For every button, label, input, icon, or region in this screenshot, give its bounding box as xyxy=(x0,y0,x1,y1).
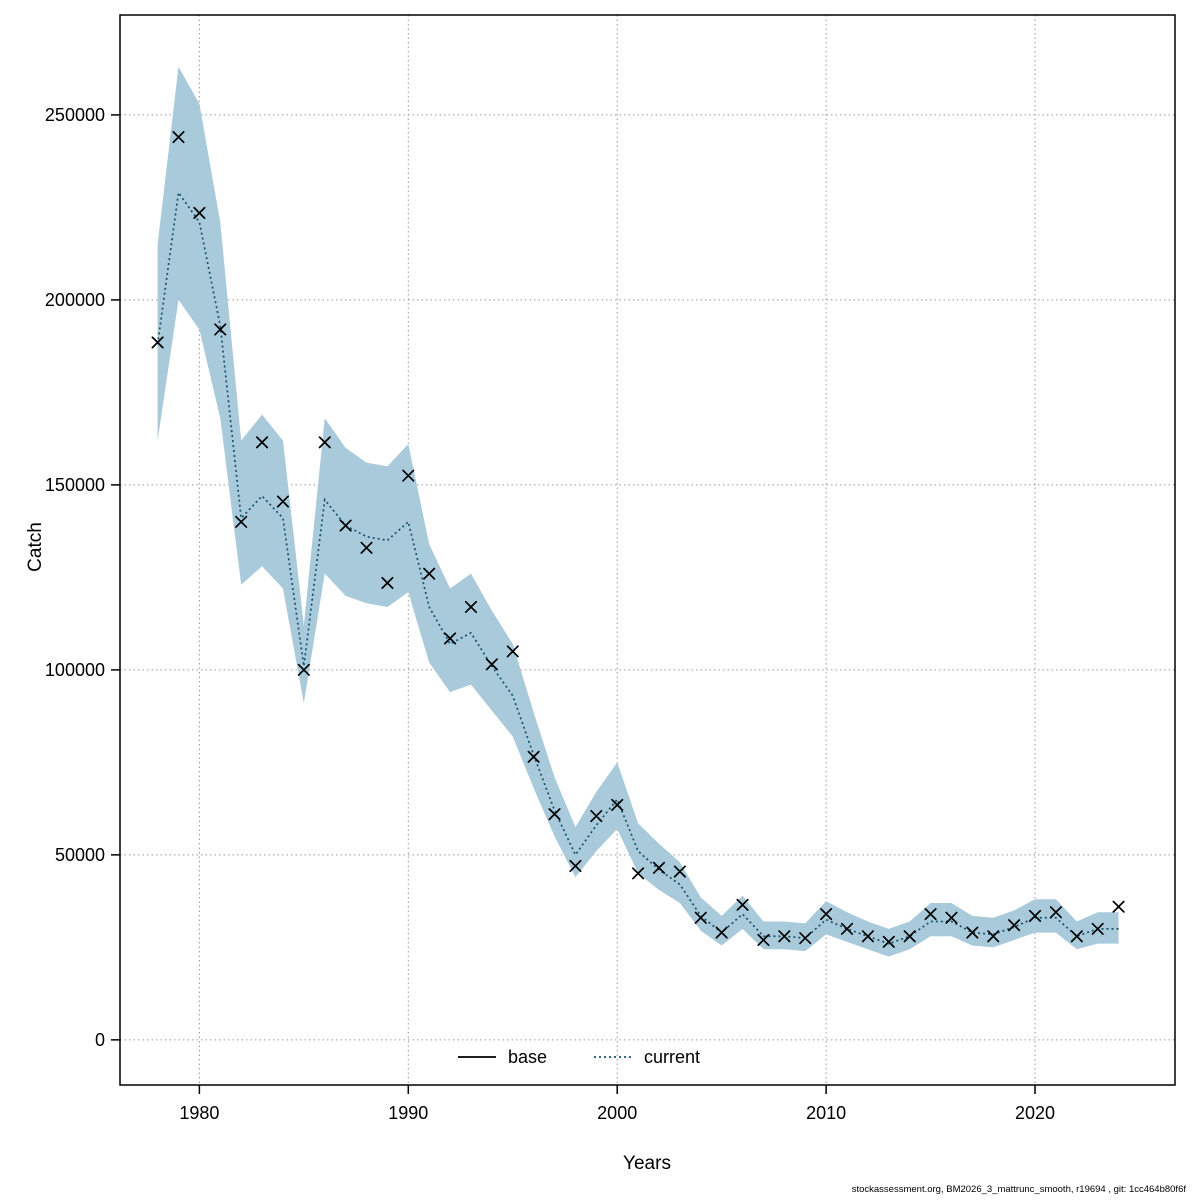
x-axis-tick-label: 2020 xyxy=(1015,1103,1055,1123)
y-axis-tick-label: 200000 xyxy=(45,290,105,310)
y-axis-tick-label: 0 xyxy=(95,1030,105,1050)
x-axis-title: Years xyxy=(623,1153,671,1174)
legend-base-label: base xyxy=(508,1047,547,1067)
x-axis-tick-label: 1980 xyxy=(179,1103,219,1123)
x-axis-tick-label: 1990 xyxy=(388,1103,428,1123)
observed-catch-markers xyxy=(151,131,1125,948)
y-axis-tick-label: 100000 xyxy=(45,660,105,680)
y-axis-tick-label: 50000 xyxy=(55,845,105,865)
confidence-band xyxy=(157,66,1119,957)
legend-current-label: current xyxy=(644,1047,700,1067)
current-fit-line xyxy=(156,190,1119,945)
y-axis-title: Catch xyxy=(25,522,46,572)
y-axis-tick-label: 150000 xyxy=(45,475,105,495)
y-axis-tick-label: 250000 xyxy=(45,105,105,125)
footer-attribution: stockassessment.org, BM2026_3_mattrunc_s… xyxy=(851,1184,1186,1195)
x-axis-tick-label: 2000 xyxy=(597,1103,637,1123)
plot-border xyxy=(119,14,1176,1086)
x-axis-tick-label: 2010 xyxy=(806,1103,846,1123)
